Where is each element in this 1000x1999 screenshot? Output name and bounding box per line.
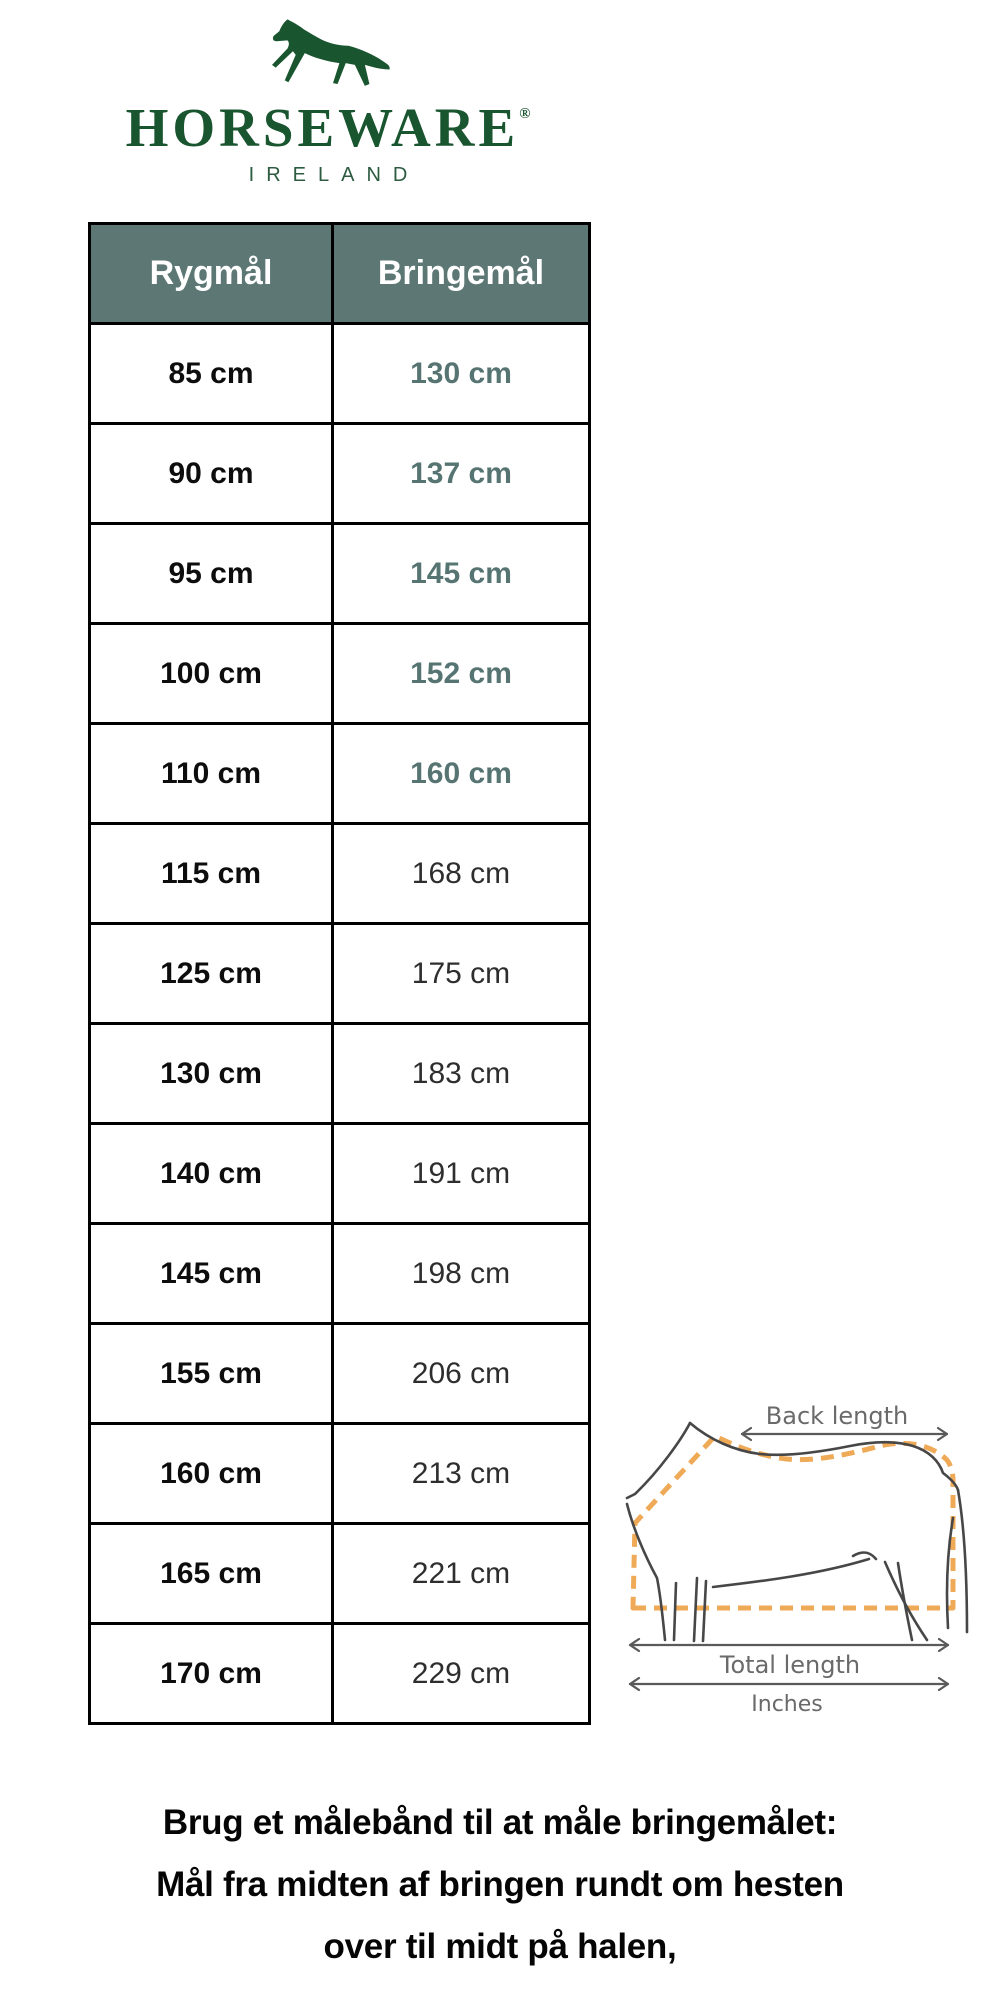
rygmaal-cell: 110 cm [88, 722, 334, 825]
instruction-line-3: over til midt på halen, [323, 1927, 677, 1966]
table-row: 125 cm 175 cm [88, 922, 591, 1025]
rygmaal-header: Rygmål [88, 222, 334, 325]
rygmaal-cell: 115 cm [88, 822, 334, 925]
blanket-dashed-outline [630, 1433, 956, 1611]
bringemaal-cell: 198 cm [331, 1222, 591, 1325]
table-row: 90 cm 137 cm [88, 422, 591, 525]
registered-mark: ® [519, 106, 531, 122]
bringemaal-cell: 145 cm [331, 522, 591, 625]
inches-label: Inches [751, 1692, 822, 1717]
table-row: 165 cm 221 cm [88, 1522, 591, 1625]
table-row: 145 cm 198 cm [88, 1222, 591, 1325]
total-length-label: Total length [719, 1651, 860, 1679]
bringemaal-cell: 137 cm [331, 422, 591, 525]
rygmaal-cell: 155 cm [88, 1322, 334, 1425]
table-row: 110 cm 160 cm [88, 722, 591, 825]
rygmaal-cell: 145 cm [88, 1222, 334, 1325]
rygmaal-cell: 160 cm [88, 1422, 334, 1525]
size-table-body: 85 cm 130 cm 90 cm 137 cm 95 cm 145 cm 100 cm 1… [88, 322, 591, 1725]
rygmaal-cell: 170 cm [88, 1622, 334, 1725]
rygmaal-cell: 95 cm [88, 522, 334, 625]
back-length-arrow [740, 1426, 949, 1442]
table-row: 140 cm 191 cm [88, 1122, 591, 1225]
brand-text: HORSEWARE [125, 97, 520, 158]
horse-outline [625, 1421, 969, 1643]
measuring-instructions: Brug et målebånd til at måle bringemålet… [0, 1792, 1000, 1978]
table-header-row: Rygmål Bringemål [88, 222, 591, 325]
bringemaal-cell: 213 cm [331, 1422, 591, 1525]
brand-country: IRELAND [248, 164, 420, 186]
brand-wordmark: HORSEWARE® [78, 100, 578, 155]
bringemaal-cell: 130 cm [331, 322, 591, 425]
instruction-line-1: Brug et målebånd til at måle bringemålet… [162, 1803, 838, 1842]
bringemaal-cell: 160 cm [331, 722, 591, 825]
rygmaal-cell: 130 cm [88, 1022, 334, 1125]
back-length-label: Back length [766, 1402, 908, 1430]
rygmaal-cell: 90 cm [88, 422, 334, 525]
table-row: 160 cm 213 cm [88, 1422, 591, 1525]
bringemaal-cell: 175 cm [331, 922, 591, 1025]
rygmaal-cell: 140 cm [88, 1122, 334, 1225]
horse-measurement-diagram: Back length Total length Inches [625, 1402, 969, 1717]
rygmaal-cell: 85 cm [88, 322, 334, 425]
bringemaal-header: Bringemål [331, 222, 591, 325]
total-length-arrow [628, 1637, 950, 1653]
horse-logo-icon [272, 19, 390, 86]
size-table: Rygmål Bringemål 85 cm 130 cm 90 cm 137 cm 9… [88, 222, 591, 1725]
horseware-logo: HORSEWARE® IRELAND [78, 8, 578, 187]
bringemaal-cell: 229 cm [331, 1622, 591, 1725]
table-row: 100 cm 152 cm [88, 622, 591, 725]
rygmaal-cell: 125 cm [88, 922, 334, 1025]
table-row: 95 cm 145 cm [88, 522, 591, 625]
table-row: 85 cm 130 cm [88, 322, 591, 425]
table-row: 130 cm 183 cm [88, 1022, 591, 1125]
rygmaal-cell: 165 cm [88, 1522, 334, 1625]
bringemaal-cell: 183 cm [331, 1022, 591, 1125]
table-row: 170 cm 229 cm [88, 1622, 591, 1725]
bringemaal-cell: 206 cm [331, 1322, 591, 1425]
instruction-line-2: Mål fra midten af bringen rundt om heste… [156, 1865, 844, 1904]
bringemaal-cell: 191 cm [331, 1122, 591, 1225]
table-row: 155 cm 206 cm [88, 1322, 591, 1425]
table-row: 115 cm 168 cm [88, 822, 591, 925]
bringemaal-cell: 221 cm [331, 1522, 591, 1625]
inches-arrow [628, 1676, 950, 1692]
bringemaal-cell: 152 cm [331, 622, 591, 725]
bringemaal-cell: 168 cm [331, 822, 591, 925]
rygmaal-cell: 100 cm [88, 622, 334, 725]
